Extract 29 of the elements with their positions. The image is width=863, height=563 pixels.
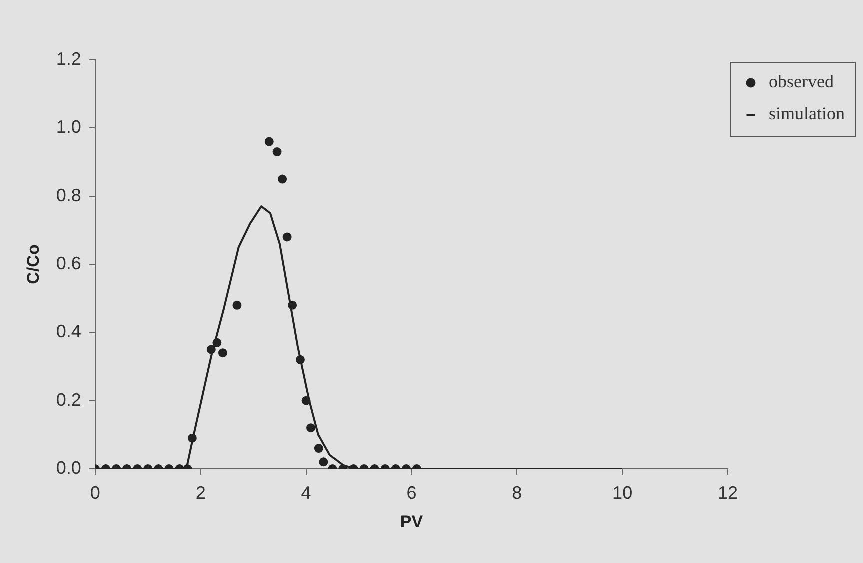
point	[272, 148, 282, 157]
point	[288, 300, 298, 310]
y-tick-label: 0.2	[56, 390, 82, 410]
y-tick-label: 0.0	[56, 458, 82, 478]
y-tick-label: 0.4	[56, 322, 82, 342]
point	[302, 396, 311, 406]
y-tick-label: 0.6	[56, 253, 82, 274]
point	[218, 348, 228, 358]
point	[264, 137, 274, 146]
legend-label: simulation	[769, 104, 845, 124]
point	[206, 345, 216, 354]
x-tick-label: 10	[612, 482, 633, 503]
x-tick-label: 12	[718, 482, 738, 503]
x-tick-label: 0	[90, 482, 100, 503]
x-tick-label: 4	[301, 482, 312, 503]
legend-label: observed	[769, 72, 834, 92]
x-tick-label: 8	[512, 482, 522, 503]
point	[212, 338, 222, 348]
y-tick-label: 0.8	[56, 185, 82, 206]
point	[296, 355, 305, 364]
point	[282, 232, 292, 242]
y-tick-label: 1.2	[56, 48, 82, 69]
x-tick-label: 2	[196, 482, 206, 503]
point	[232, 300, 242, 310]
y-axis-title: C/Co	[24, 244, 43, 284]
x-tick-label: 6	[406, 482, 417, 503]
x-axis-title: PV	[400, 512, 424, 532]
y-tick-label: 1.0	[56, 117, 82, 138]
point	[278, 174, 288, 184]
